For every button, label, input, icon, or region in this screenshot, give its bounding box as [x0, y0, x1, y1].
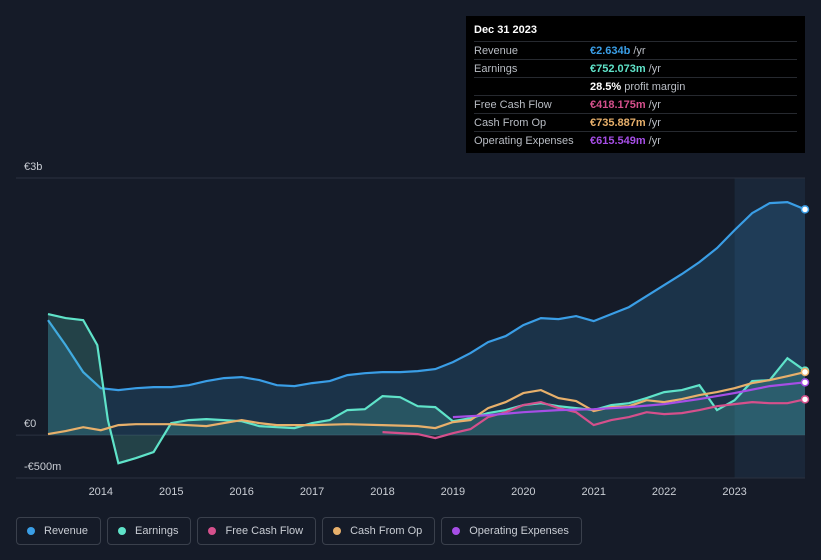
- x-tick-label: 2018: [370, 486, 394, 498]
- line: [47, 371, 806, 436]
- legend-dot: [208, 527, 217, 535]
- legend-item[interactable]: Free Cash Flow: [197, 517, 317, 545]
- tooltip-label: Free Cash Flow: [474, 98, 552, 111]
- tooltip-value: €752.073m: [590, 62, 646, 75]
- highlight-region: [734, 178, 805, 478]
- legend-label: Earnings: [135, 525, 179, 537]
- x-tick-label: 2023: [722, 486, 746, 498]
- y-tick-label: €3b: [24, 161, 42, 173]
- x-tick-label: 2016: [229, 486, 253, 498]
- tooltip-date: Dec 31 2023: [474, 24, 537, 36]
- line: [382, 398, 806, 440]
- tooltip-row: Earnings €752.073m/yr: [474, 59, 797, 77]
- area: [48, 202, 805, 436]
- legend-item[interactable]: Cash From Op: [322, 517, 436, 545]
- tooltip-value: €735.887m: [590, 116, 646, 129]
- legend-dot: [118, 527, 127, 535]
- legend-label: Revenue: [44, 525, 89, 537]
- x-tick-label: 2020: [511, 486, 535, 498]
- tooltip-value: €418.175m: [590, 98, 646, 111]
- area: [48, 314, 805, 464]
- tooltip-label: Cash From Op: [474, 116, 547, 129]
- legend-dot: [27, 527, 35, 535]
- legend: Revenue Earnings Free Cash Flow Cash From O…: [16, 517, 582, 545]
- x-tick-label: 2022: [652, 486, 676, 498]
- tooltip: Dec 31 2023 Revenue €2.634b/yr Earnings €75…: [466, 16, 805, 153]
- x-tick-label: 2017: [300, 486, 324, 498]
- line: [47, 200, 806, 392]
- x-tick-label: 2015: [159, 486, 183, 498]
- tooltip-row: 28.5% profit margin: [474, 77, 797, 95]
- tooltip-unit: profit margin: [624, 80, 686, 93]
- x-tick-label: 2021: [582, 486, 606, 498]
- tooltip-value: €615.549m: [590, 134, 646, 147]
- legend-label: Operating Expenses: [469, 525, 569, 537]
- legend-dot: [452, 527, 461, 535]
- y-tick-label: €0: [24, 418, 36, 430]
- tooltip-unit: /yr: [648, 62, 661, 75]
- line: [47, 313, 806, 465]
- tooltip-unit: /yr: [648, 98, 661, 111]
- tooltip-value: €2.634b: [590, 44, 631, 57]
- tooltip-unit: /yr: [648, 134, 661, 147]
- legend-item[interactable]: Operating Expenses: [441, 517, 582, 545]
- tooltip-label: Operating Expenses: [474, 134, 574, 147]
- legend-item[interactable]: Revenue: [16, 517, 102, 545]
- x-tick-label: 2014: [89, 486, 113, 498]
- x-tick-label: 2019: [441, 486, 465, 498]
- legend-dot: [333, 527, 342, 535]
- legend-label: Free Cash Flow: [225, 525, 304, 537]
- tooltip-row: Free Cash Flow €418.175m/yr: [474, 95, 797, 113]
- line: [452, 381, 806, 419]
- chart: €3b €0 -€500m 2014 2015 2016 2017 2018 2019 2020 2…: [16, 161, 810, 498]
- legend-label: Cash From Op: [350, 525, 423, 537]
- tooltip-unit: /yr: [633, 44, 646, 57]
- tooltip-unit: /yr: [648, 116, 661, 129]
- y-tick-label: -€500m: [24, 461, 61, 473]
- tooltip-label: Revenue: [474, 44, 519, 57]
- legend-item[interactable]: Earnings: [107, 517, 192, 545]
- end-point: [800, 378, 810, 387]
- end-point: [800, 367, 810, 377]
- end-point: [800, 205, 810, 214]
- tooltip-row: Cash From Op €735.887m/yr: [474, 113, 797, 131]
- end-point: [800, 395, 810, 404]
- tooltip-value: 28.5%: [590, 80, 622, 93]
- tooltip-label: Earnings: [474, 62, 518, 75]
- tooltip-row: Operating Expenses €615.549m/yr: [474, 131, 797, 149]
- tooltip-row: Revenue €2.634b/yr: [474, 41, 797, 59]
